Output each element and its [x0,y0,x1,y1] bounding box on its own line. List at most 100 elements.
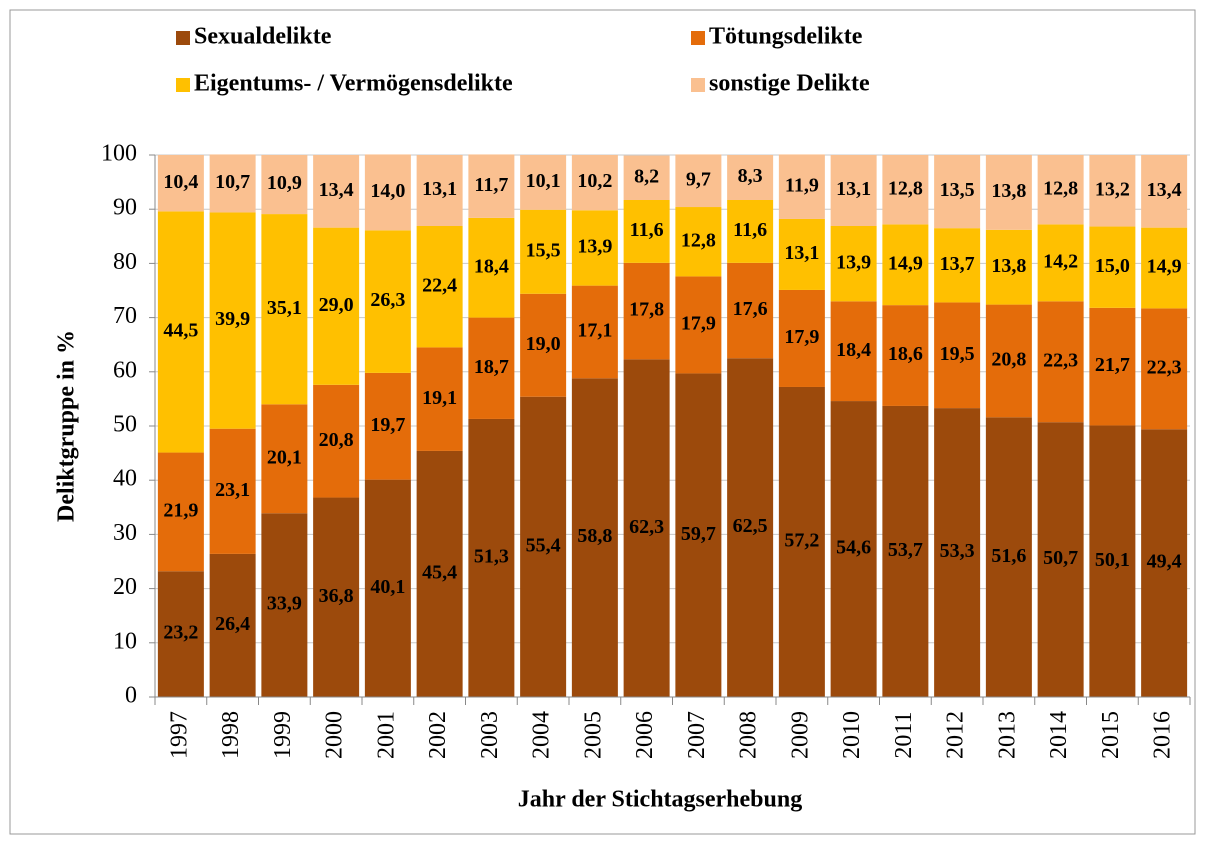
data-label: 12,8 [1043,177,1078,199]
bar-segment [778,218,825,290]
data-label: 13,1 [836,178,871,200]
bar-segment [364,230,411,373]
bar-segment [157,571,204,697]
bar-segment [675,154,722,208]
bar-segment [157,155,204,212]
y-tick-label: 90 [113,195,137,221]
data-label: 39,9 [215,308,250,330]
data-label: 13,5 [940,179,975,201]
x-tick-label: 2014 [1046,711,1072,759]
data-label: 53,3 [940,540,975,562]
bar-segment [261,155,308,215]
x-tick-label: 1999 [270,711,296,759]
data-label: 36,8 [319,585,354,607]
bar-segment [882,305,929,406]
bar-segment [416,226,463,348]
y-tick-label: 0 [125,683,137,709]
x-tick-label: 2009 [787,711,813,759]
data-label: 14,9 [888,252,923,274]
labels: 0 10 20 30 40 50 60 70 80 90 100 1997 23,2 21,9 44,5 10… [101,24,1182,760]
bar-segment [623,262,670,360]
data-label: 15,0 [1095,255,1130,277]
bar-segment [209,553,256,697]
legend-swatch [691,78,705,92]
data-label: 50,1 [1095,549,1130,571]
data-label: 10,2 [577,170,612,192]
data-label: 20,8 [319,429,354,451]
bar-segment [778,289,825,387]
bar-segment [623,155,670,200]
x-axis-title: Jahr der Stichtagserhebung [518,787,802,813]
data-label: 35,1 [267,297,302,319]
x-tick-label: 2016 [1150,711,1176,759]
data-label: 11,6 [733,219,767,241]
data-label: 11,6 [630,219,664,241]
bar-segment [157,452,204,572]
bar-segment [571,155,618,211]
x-tick-label: 1998 [218,711,244,759]
bar-segment [364,479,411,697]
x-tick-label: 2008 [736,711,762,759]
bar-segment [675,276,722,374]
bar-segment [261,214,308,405]
legend-label: Tötungsdelikte [709,24,863,50]
x-tick-label: 2010 [839,711,865,759]
data-label: 12,8 [888,177,923,199]
y-tick-label: 30 [113,520,137,546]
bar-segment [209,212,256,429]
bar-segment [1037,301,1084,423]
data-label: 23,1 [215,479,250,501]
data-label: 21,7 [1095,354,1130,376]
legend-label: Eigentums- / Vermögensdelikte [194,71,513,97]
bar-segment [313,497,360,697]
data-label: 14,0 [370,180,405,202]
bar-segment [416,450,463,697]
x-tick-label: 2013 [994,711,1020,759]
x-tick-label: 2000 [322,711,348,759]
data-label: 23,2 [163,622,198,644]
data-label: 13,1 [422,178,457,200]
data-label: 45,4 [422,562,457,584]
bar-segment [934,408,981,697]
data-label: 21,9 [163,500,198,522]
bar-segment [468,154,515,218]
x-tick-label: 2005 [580,711,606,759]
bar-segment [1141,155,1188,228]
bar-segment [468,418,515,697]
data-label: 8,2 [634,165,659,187]
legend-label: sonstige Delikte [709,71,870,97]
bar-segment [261,404,308,514]
data-label: 8,3 [738,165,763,187]
data-label: 62,5 [733,515,768,537]
bar-segment [520,209,567,294]
data-label: 13,1 [784,242,819,264]
bar-segment [882,224,929,306]
bar-segment [985,229,1032,305]
y-tick-label: 70 [113,303,137,329]
bar-segment [571,210,618,286]
data-label: 59,7 [681,523,716,545]
bar-segment [209,428,256,554]
bar-segment [520,155,567,210]
bar-segment [830,226,877,302]
bar-segment [934,228,981,303]
bar-segment [571,378,618,697]
bar-segment [934,155,981,229]
data-label: 33,9 [267,593,302,615]
y-tick-label: 40 [113,466,137,492]
bar-segment [209,154,256,213]
bar-segment [623,199,670,263]
bar-segment [675,373,722,697]
data-label: 13,9 [577,236,612,258]
bar-segment [727,358,774,697]
bar-segment [985,304,1032,418]
bar-segment [985,155,1032,230]
data-label: 51,6 [991,545,1026,567]
legend-label: Sexualdelikte [194,24,332,50]
y-tick-label: 20 [113,574,137,600]
data-label: 49,4 [1147,551,1182,573]
data-label: 17,9 [681,313,716,335]
data-label: 12,8 [681,229,716,251]
data-label: 17,1 [577,320,612,342]
data-label: 10,1 [526,170,561,192]
